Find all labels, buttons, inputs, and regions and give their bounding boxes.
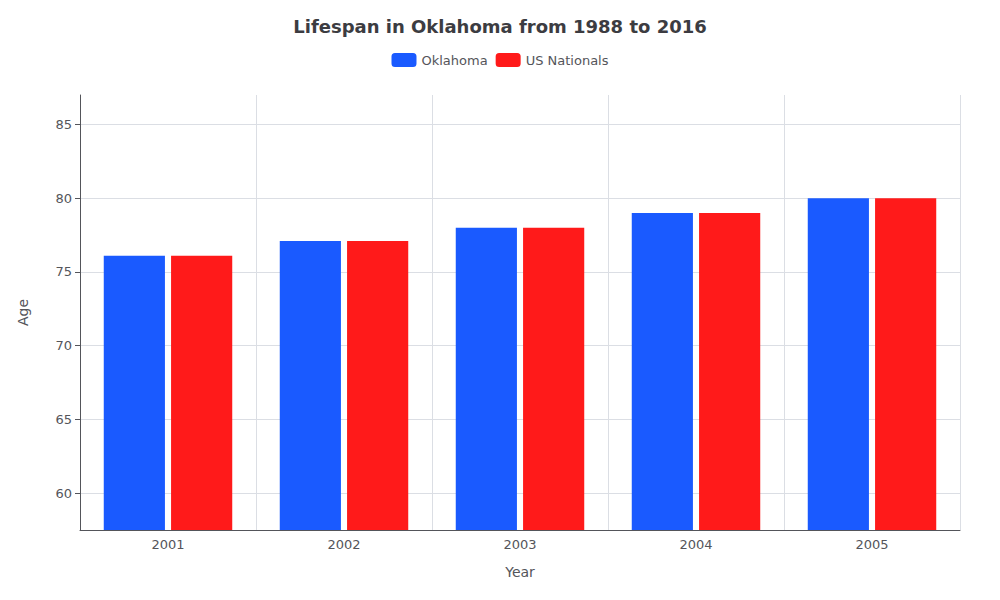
svg-text:2002: 2002 <box>327 537 360 552</box>
svg-text:60: 60 <box>55 486 72 501</box>
svg-text:Year: Year <box>504 564 535 580</box>
svg-text:85: 85 <box>55 117 72 132</box>
svg-text:Lifespan in Oklahoma from 1988: Lifespan in Oklahoma from 1988 to 2016 <box>293 16 707 37</box>
svg-text:2004: 2004 <box>679 537 712 552</box>
svg-text:70: 70 <box>55 338 72 353</box>
svg-text:2005: 2005 <box>855 537 888 552</box>
svg-text:Age: Age <box>15 299 31 326</box>
svg-text:2003: 2003 <box>503 537 536 552</box>
svg-text:80: 80 <box>55 191 72 206</box>
svg-text:65: 65 <box>55 412 72 427</box>
svg-text:75: 75 <box>55 264 72 279</box>
svg-text:2001: 2001 <box>151 537 184 552</box>
svg-text:US Nationals: US Nationals <box>526 53 609 68</box>
svg-text:Oklahoma: Oklahoma <box>421 53 487 68</box>
